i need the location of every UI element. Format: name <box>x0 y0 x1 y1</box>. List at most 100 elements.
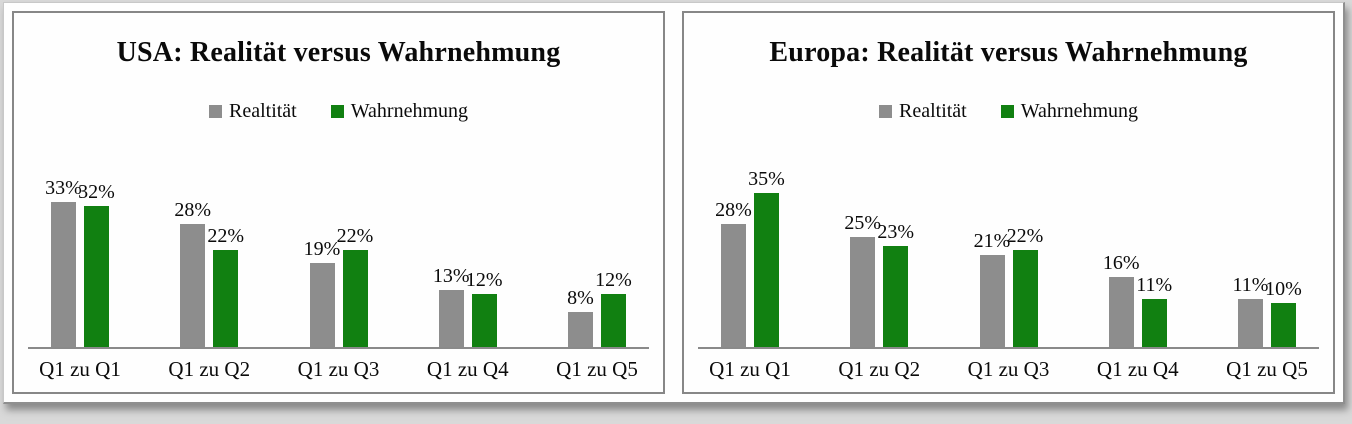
legend-label: Wahrnehmung <box>350 99 468 122</box>
bar-wrap: 32% <box>78 180 115 347</box>
bar <box>51 202 76 347</box>
x-axis-line <box>698 347 1319 349</box>
bar-value-label: 11% <box>1136 274 1173 296</box>
bar-value-label: 21% <box>973 230 1011 252</box>
bar-value-label: 32% <box>78 181 115 203</box>
bar-group: 13% 12% <box>412 264 524 347</box>
bar <box>438 290 464 347</box>
bar-wrap: 11% <box>1233 273 1268 347</box>
x-axis-label: Q1 zu Q2 <box>168 357 251 381</box>
legend-swatch-icon <box>330 104 344 118</box>
bar <box>883 246 909 347</box>
bar-value-label: 35% <box>748 168 785 190</box>
bar-value-label: 13% <box>432 265 470 287</box>
chart-panel-europa: Europa: Realität versus Wahrnehmung Real… <box>682 11 1335 394</box>
bar-wrap: 21% <box>974 229 1010 347</box>
bar-group: 16% 11% <box>1082 251 1194 347</box>
bar-value-label: 23% <box>877 221 915 243</box>
legend-label: Realtität <box>898 99 967 122</box>
bar-value-label: 28% <box>715 199 752 221</box>
bar <box>568 312 593 347</box>
chart-title-usa: USA: Realität versus Wahrnehmung <box>116 37 561 68</box>
bar-value-label: 12% <box>465 269 503 291</box>
bar-group: 25% 23% <box>823 211 935 347</box>
bar-value-label: 33% <box>45 177 82 199</box>
bar-wrap: 19% <box>304 237 340 347</box>
bar-value-label: 12% <box>595 269 632 291</box>
bar-value-label: 22% <box>1006 225 1044 247</box>
x-axis-label: Q1 zu Q4 <box>1096 357 1179 381</box>
bar-wrap: 11% <box>1136 273 1172 347</box>
bar-value-label: 10% <box>1265 278 1302 300</box>
legend-label: Wahrnehmung <box>1020 99 1138 122</box>
bar <box>850 237 876 347</box>
bar <box>1238 299 1263 347</box>
chart-title-europa: Europa: Realität versus Wahrnehmung <box>769 37 1248 68</box>
bar-group: 8% 12% <box>541 268 653 347</box>
bar <box>601 294 626 347</box>
bar-wrap: 35% <box>748 167 785 347</box>
bar-wrap: 12% <box>466 268 503 347</box>
bar <box>979 255 1005 347</box>
bar <box>342 250 368 347</box>
bar-value-label: 22% <box>207 225 245 247</box>
bar <box>1108 277 1134 347</box>
x-axis-label: Q1 zu Q5 <box>1226 357 1308 381</box>
bar <box>180 224 206 347</box>
bar-wrap: 23% <box>877 220 914 347</box>
slide: USA: Realität versus Wahrnehmung Realtit… <box>3 2 1345 404</box>
bar <box>754 193 779 347</box>
bar-wrap: 13% <box>433 264 470 347</box>
legend-label: Realtität <box>228 99 297 122</box>
bar-group: 11% 10% <box>1211 273 1323 347</box>
bar-value-label: 25% <box>844 212 882 234</box>
bar <box>471 294 497 347</box>
bar-wrap: 12% <box>595 268 632 347</box>
bar-wrap: 22% <box>207 224 244 347</box>
plot-area-usa: 33% 32% 28% 22% 19% 22% 13% 12% 8% 12% <box>14 141 663 347</box>
bar-group: 28% 35% <box>694 167 806 347</box>
legend-item: Wahrnehmung <box>1000 99 1138 123</box>
bar <box>84 206 109 347</box>
legend-europa: Realtität Wahrnehmung <box>684 99 1333 123</box>
bar <box>309 263 335 347</box>
legend-swatch-icon <box>878 104 892 118</box>
x-axis-label: Q1 zu Q3 <box>297 357 380 381</box>
legend-swatch-icon <box>208 104 222 118</box>
bar-value-label: 16% <box>1102 252 1140 274</box>
bar-group: 28% 22% <box>153 198 265 347</box>
bar <box>1012 250 1038 347</box>
legend-item: Realtität <box>878 99 967 123</box>
bar-value-label: 11% <box>1232 274 1269 296</box>
bar-wrap: 28% <box>715 198 752 347</box>
x-axis-label: Q1 zu Q3 <box>967 357 1050 381</box>
bar <box>1271 303 1296 347</box>
bar-group: 21% 22% <box>953 224 1065 347</box>
bar-value-label: 8% <box>567 287 594 309</box>
bar-wrap: 33% <box>45 176 82 347</box>
bar-group: 33% 32% <box>24 176 136 347</box>
bar-wrap: 25% <box>844 211 881 347</box>
x-axis-labels-europa: Q1 zu Q1 Q1 zu Q2 Q1 zu Q3 Q1 zu Q4 Q1 zu Q5 <box>684 357 1333 382</box>
bar <box>213 250 239 347</box>
x-axis-label: Q1 zu Q5 <box>556 357 638 381</box>
bar-group: 19% 22% <box>283 224 395 347</box>
legend-swatch-icon <box>1000 104 1014 118</box>
x-axis-label: Q1 zu Q2 <box>838 357 921 381</box>
plot-area-europa: 28% 35% 25% 23% 21% 22% 16% 11% 11% 10% <box>684 141 1333 347</box>
bar-wrap: 10% <box>1265 277 1302 347</box>
bar-wrap: 22% <box>1007 224 1043 347</box>
legend-item: Realtität <box>208 99 297 123</box>
x-axis-label: Q1 zu Q1 <box>709 357 791 381</box>
x-axis-label: Q1 zu Q1 <box>39 357 121 381</box>
bar-wrap: 28% <box>174 198 211 347</box>
x-axis-label: Q1 zu Q4 <box>426 357 509 381</box>
bar <box>721 224 746 347</box>
x-axis-labels-usa: Q1 zu Q1 Q1 zu Q2 Q1 zu Q3 Q1 zu Q4 Q1 zu Q5 <box>14 357 663 382</box>
legend-item: Wahrnehmung <box>330 99 468 123</box>
bar-value-label: 22% <box>336 225 374 247</box>
x-axis-line <box>28 347 649 349</box>
bar-wrap: 8% <box>567 286 594 347</box>
legend-usa: Realtität Wahrnehmung <box>14 99 663 123</box>
